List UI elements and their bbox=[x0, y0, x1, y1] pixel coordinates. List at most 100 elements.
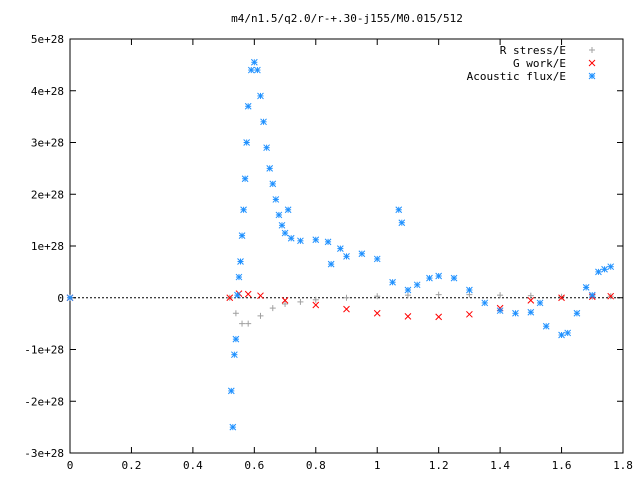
data-point bbox=[244, 102, 252, 110]
data-point bbox=[263, 144, 270, 152]
data-point bbox=[398, 219, 406, 227]
data-point bbox=[247, 66, 255, 74]
data-point bbox=[245, 320, 252, 327]
data-point bbox=[278, 221, 286, 229]
data-point bbox=[238, 232, 246, 240]
data-point bbox=[558, 293, 565, 300]
data-point bbox=[358, 250, 366, 258]
series-layer bbox=[66, 58, 615, 431]
data-point bbox=[527, 308, 535, 316]
data-point bbox=[435, 313, 443, 321]
legend-marker bbox=[589, 47, 595, 53]
data-point bbox=[272, 196, 280, 203]
data-point bbox=[297, 237, 304, 245]
data-point bbox=[497, 292, 504, 299]
x-tick-label: 0.8 bbox=[306, 459, 326, 472]
data-point bbox=[312, 301, 320, 309]
data-point bbox=[413, 281, 421, 289]
data-point bbox=[241, 175, 249, 183]
data-point bbox=[373, 309, 381, 317]
data-point bbox=[254, 66, 261, 74]
data-point bbox=[281, 296, 289, 304]
data-point bbox=[337, 245, 344, 252]
y-tick-label: 0 bbox=[57, 292, 64, 305]
x-tick-label: 0 bbox=[67, 459, 74, 472]
data-point bbox=[284, 206, 292, 214]
data-point bbox=[395, 206, 403, 214]
data-point bbox=[240, 206, 247, 214]
x-tick-label: 1.8 bbox=[613, 459, 633, 472]
y-tick-label: 1e+28 bbox=[31, 240, 64, 253]
x-tick-label: 1.2 bbox=[429, 459, 449, 472]
data-point bbox=[232, 335, 240, 343]
x-tick-label: 0.4 bbox=[183, 459, 203, 472]
data-point bbox=[404, 286, 412, 294]
data-point bbox=[588, 291, 596, 299]
data-point bbox=[327, 260, 335, 268]
data-point bbox=[558, 331, 565, 339]
data-point bbox=[595, 268, 602, 276]
data-point bbox=[466, 286, 473, 294]
data-point bbox=[287, 234, 295, 242]
data-point bbox=[496, 307, 504, 315]
data-point bbox=[266, 165, 274, 172]
data-point bbox=[450, 274, 458, 282]
data-point bbox=[297, 298, 304, 305]
data-point bbox=[229, 423, 237, 431]
data-point bbox=[542, 322, 550, 330]
data-point bbox=[582, 284, 590, 291]
data-point bbox=[404, 292, 411, 299]
data-point bbox=[343, 252, 350, 260]
data-point bbox=[260, 118, 267, 126]
legend-marker bbox=[588, 59, 596, 67]
data-point bbox=[435, 272, 443, 280]
data-point bbox=[435, 291, 442, 298]
legend-marker bbox=[588, 72, 596, 80]
data-point bbox=[389, 278, 396, 286]
data-point bbox=[234, 291, 241, 299]
legend-label: G work/E bbox=[513, 57, 566, 70]
chart-title: m4/n1.5/q2.0/r-+.30-j155/M0.015/512 bbox=[231, 12, 463, 25]
data-point bbox=[282, 300, 289, 307]
data-point bbox=[66, 294, 74, 302]
data-point bbox=[275, 211, 283, 219]
y-tick-label: -2e+28 bbox=[24, 395, 64, 408]
y-tick-label: 5e+28 bbox=[31, 33, 64, 46]
x-tick-label: 1.4 bbox=[490, 459, 510, 472]
x-tick-label: 0.2 bbox=[122, 459, 142, 472]
data-point bbox=[281, 229, 289, 237]
series-1 bbox=[66, 290, 615, 321]
data-point bbox=[343, 294, 350, 301]
data-point bbox=[466, 310, 473, 318]
data-point bbox=[512, 309, 519, 317]
data-point bbox=[243, 139, 251, 146]
legend-label: R stress/E bbox=[500, 44, 566, 57]
series-2 bbox=[66, 58, 615, 431]
data-point bbox=[244, 290, 252, 298]
data-point bbox=[343, 305, 350, 313]
data-point bbox=[601, 265, 608, 273]
y-tick-label: -3e+28 bbox=[24, 447, 64, 460]
data-point bbox=[324, 238, 332, 246]
x-tick-label: 1 bbox=[374, 459, 381, 472]
data-point bbox=[239, 320, 246, 327]
data-point bbox=[374, 293, 381, 300]
y-tick-label: -1e+28 bbox=[24, 344, 64, 357]
data-point bbox=[257, 312, 264, 319]
data-point bbox=[312, 236, 320, 244]
data-point bbox=[481, 299, 489, 307]
data-point bbox=[257, 92, 264, 100]
data-point bbox=[269, 305, 276, 312]
y-tick-label: 4e+28 bbox=[31, 85, 64, 98]
data-point bbox=[404, 313, 412, 320]
data-point bbox=[235, 273, 243, 281]
data-point bbox=[269, 180, 277, 188]
data-point bbox=[257, 292, 264, 300]
data-point bbox=[527, 296, 535, 304]
y-tick-label: 2e+28 bbox=[31, 188, 64, 201]
data-point bbox=[536, 299, 544, 307]
y-axis: 5e+28 4e+28 3e+28 2e+28 1e+28 0 -1e+28 -2e+28 -3… bbox=[24, 33, 623, 460]
data-point bbox=[558, 294, 565, 302]
data-point bbox=[227, 387, 235, 395]
